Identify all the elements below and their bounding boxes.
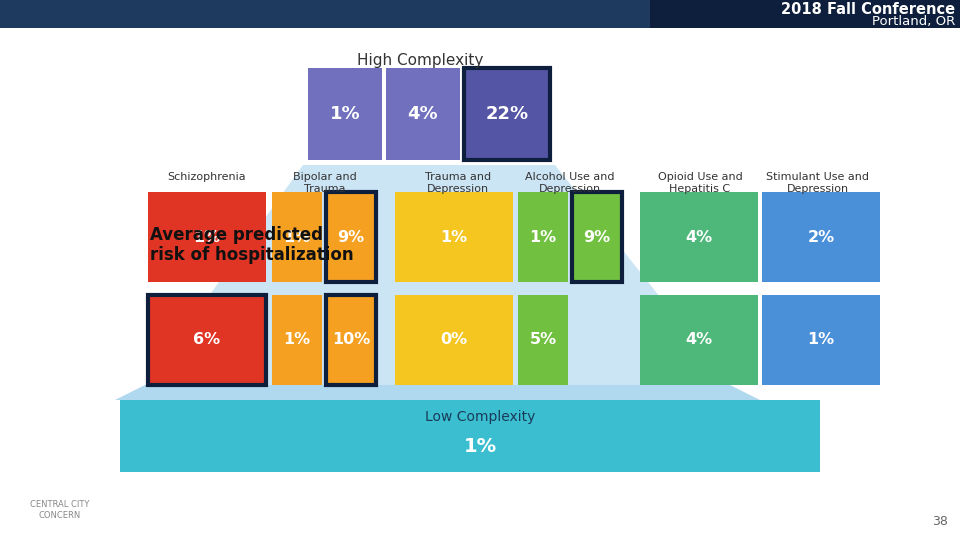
Text: 4%: 4% <box>685 333 712 348</box>
Text: 9%: 9% <box>584 230 611 245</box>
Text: 1%: 1% <box>441 230 468 245</box>
Bar <box>326 192 376 282</box>
Text: 1%: 1% <box>329 105 360 123</box>
Text: CENTRAL CITY
CONCERN: CENTRAL CITY CONCERN <box>31 500 89 519</box>
Text: 4%: 4% <box>685 230 712 245</box>
Text: High Complexity: High Complexity <box>357 52 483 68</box>
Bar <box>326 295 376 385</box>
Text: Portland, OR: Portland, OR <box>872 15 955 28</box>
Text: 6%: 6% <box>193 333 221 348</box>
Text: 10%: 10% <box>332 333 371 348</box>
Text: 1%: 1% <box>807 333 834 348</box>
Text: 4%: 4% <box>408 105 439 123</box>
Bar <box>120 400 820 472</box>
Text: Opioid Use and
Hepatitis C: Opioid Use and Hepatitis C <box>658 172 742 194</box>
Text: 22%: 22% <box>486 105 529 123</box>
Bar <box>148 192 266 282</box>
Bar <box>464 68 550 160</box>
Bar <box>395 295 513 385</box>
Bar <box>762 192 880 282</box>
Text: 38: 38 <box>932 515 948 528</box>
Text: Schizophrenia: Schizophrenia <box>168 172 247 182</box>
Bar <box>272 295 322 385</box>
Bar <box>518 295 568 385</box>
Bar <box>148 295 266 385</box>
Text: 1%: 1% <box>283 333 311 348</box>
Text: Alcohol Use and
Depression: Alcohol Use and Depression <box>525 172 614 194</box>
Text: 1%: 1% <box>529 230 557 245</box>
Bar <box>0 0 960 28</box>
Text: 1%: 1% <box>193 230 221 245</box>
Text: Average predicted
risk of hospitalization: Average predicted risk of hospitalizatio… <box>150 226 353 265</box>
Text: Trauma and
Depression: Trauma and Depression <box>425 172 492 194</box>
Text: Bipolar and
Trauma: Bipolar and Trauma <box>293 172 357 194</box>
Bar <box>272 192 322 282</box>
Text: 2018 Fall Conference: 2018 Fall Conference <box>780 3 955 17</box>
Text: 5%: 5% <box>529 333 557 348</box>
Polygon shape <box>115 385 760 400</box>
Polygon shape <box>650 0 960 28</box>
Text: 1%: 1% <box>464 436 496 456</box>
Text: Low Complexity: Low Complexity <box>425 410 535 424</box>
Text: 0%: 0% <box>441 333 468 348</box>
Bar <box>572 192 622 282</box>
Text: 1%: 1% <box>283 230 311 245</box>
Bar <box>640 192 758 282</box>
Text: 2%: 2% <box>807 230 834 245</box>
Text: 9%: 9% <box>337 230 365 245</box>
Bar <box>395 192 513 282</box>
Bar <box>308 68 382 160</box>
Bar <box>762 295 880 385</box>
Bar <box>518 192 568 282</box>
Polygon shape <box>145 165 730 385</box>
Bar <box>640 295 758 385</box>
Bar <box>386 68 460 160</box>
Text: Stimulant Use and
Depression: Stimulant Use and Depression <box>766 172 870 194</box>
